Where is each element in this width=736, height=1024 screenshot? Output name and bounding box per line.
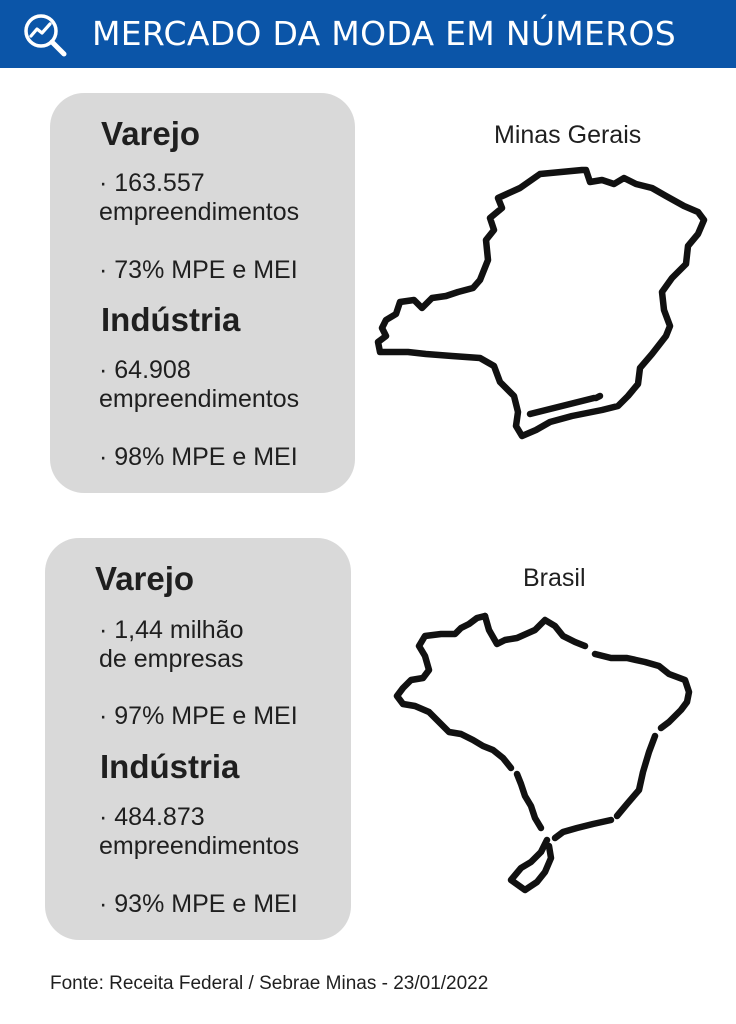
- header-banner: MERCADO DA MODA EM NÚMEROS: [0, 0, 736, 68]
- minas-gerais-map: [374, 166, 708, 440]
- minas-map-label: Minas Gerais: [494, 121, 642, 149]
- minas-industry-title: Indústria: [101, 301, 241, 338]
- brasil-industry-title: Indústria: [100, 748, 240, 785]
- page-title: MERCADO DA MODA EM NÚMEROS: [92, 14, 676, 53]
- brasil-retail-share: · 97% MPE e MEI: [99, 702, 298, 730]
- brasil-retail-count-unit: de empresas: [99, 645, 244, 673]
- brasil-industry-count: · 484.873: [99, 803, 205, 831]
- brasil-industry-share: · 93% MPE e MEI: [99, 890, 298, 918]
- brasil-retail-title: Varejo: [95, 560, 195, 597]
- minas-retail-share: · 73% MPE e MEI: [99, 256, 298, 284]
- brasil-map-label: Brasil: [523, 564, 586, 592]
- brasil-industry-count-unit: empreendimentos: [99, 832, 300, 860]
- brasil-retail-count: · 1,44 milhão: [99, 616, 244, 644]
- minas-industry-count-unit: empreendimentos: [99, 385, 300, 413]
- source-footnote: Fonte: Receita Federal / Sebrae Minas - …: [50, 973, 489, 994]
- brasil-map: [393, 612, 693, 894]
- minas-industry-count: · 64.908: [99, 356, 191, 384]
- brasil-stats-card: Varejo · 1,44 milhão de empresas · 97% M…: [45, 538, 351, 940]
- chart-search-icon: [24, 14, 67, 57]
- minas-industry-share: · 98% MPE e MEI: [99, 443, 298, 471]
- minas-retail-count: · 163.557: [99, 169, 205, 197]
- minas-stats-card: Varejo · 163.557 empreendimentos · 73% M…: [50, 93, 355, 493]
- minas-retail-count-unit: empreendimentos: [99, 198, 300, 226]
- minas-retail-title: Varejo: [101, 115, 201, 152]
